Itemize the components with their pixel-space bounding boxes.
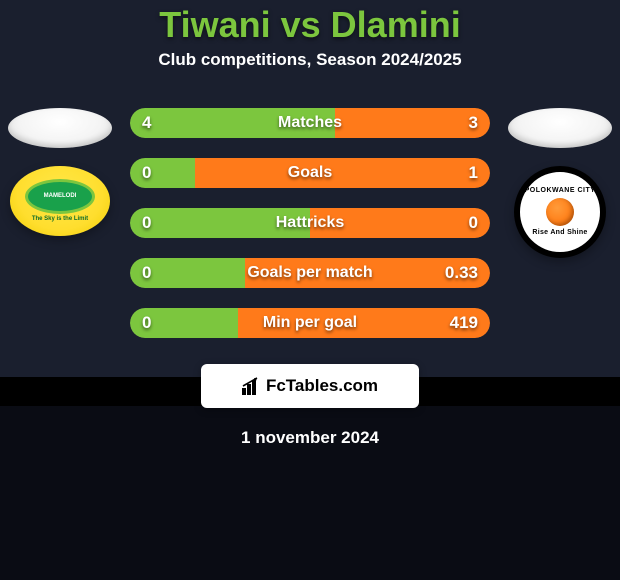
stat-row: 0 Hattricks 0 bbox=[130, 208, 490, 238]
stat-fill-right bbox=[335, 108, 490, 138]
stat-fill-left bbox=[130, 158, 195, 188]
stat-value-left: 4 bbox=[142, 113, 151, 133]
stat-label: Min per goal bbox=[263, 314, 357, 332]
comparison-card: Tiwani vs Dlamini Club competitions, Sea… bbox=[0, 0, 620, 448]
stat-label: Goals per match bbox=[247, 264, 372, 282]
bar-chart-icon bbox=[242, 377, 262, 395]
stat-value-left: 0 bbox=[142, 213, 151, 233]
brand-logo: FcTables.com bbox=[242, 376, 378, 396]
page-title: Tiwani vs Dlamini bbox=[0, 4, 620, 46]
stat-row: 0 Goals 1 bbox=[130, 158, 490, 188]
stat-row: 0 Min per goal 419 bbox=[130, 308, 490, 338]
right-club-bottom: Rise And Shine bbox=[532, 229, 587, 237]
brand-box[interactable]: FcTables.com bbox=[201, 364, 419, 408]
left-player-column: MAMELODI The Sky is the Limit bbox=[8, 108, 112, 236]
right-player-column: POLOKWANE CITY Rise And Shine bbox=[508, 108, 612, 258]
subtitle: Club competitions, Season 2024/2025 bbox=[0, 50, 620, 70]
left-player-avatar bbox=[8, 108, 112, 148]
stat-label: Goals bbox=[288, 164, 332, 182]
ball-icon bbox=[546, 198, 574, 226]
stat-value-left: 0 bbox=[142, 163, 151, 183]
right-club-top: POLOKWANE CITY bbox=[525, 187, 596, 195]
stat-label: Hattricks bbox=[276, 214, 344, 232]
stat-fill-right bbox=[195, 158, 490, 188]
stat-row: 4 Matches 3 bbox=[130, 108, 490, 138]
left-club-abbrev: MAMELODI bbox=[25, 179, 95, 214]
brand-text: FcTables.com bbox=[266, 376, 378, 396]
stat-value-right: 3 bbox=[469, 113, 478, 133]
stats-column: 4 Matches 3 0 Goals 1 0 Hattricks 0 0 Goals per ma… bbox=[130, 108, 490, 338]
stat-value-left: 0 bbox=[142, 313, 151, 333]
stat-value-right: 0 bbox=[469, 213, 478, 233]
main-row: MAMELODI The Sky is the Limit 4 Matches 3 0… bbox=[0, 108, 620, 338]
stat-value-right: 0.33 bbox=[445, 263, 478, 283]
stat-row: 0 Goals per match 0.33 bbox=[130, 258, 490, 288]
left-club-badge: MAMELODI The Sky is the Limit bbox=[10, 166, 110, 236]
date-line: 1 november 2024 bbox=[0, 428, 620, 448]
left-club-motto: The Sky is the Limit bbox=[32, 216, 88, 223]
right-club-badge: POLOKWANE CITY Rise And Shine bbox=[514, 166, 606, 258]
stat-value-right: 1 bbox=[469, 163, 478, 183]
right-player-avatar bbox=[508, 108, 612, 148]
stat-label: Matches bbox=[278, 114, 342, 132]
stat-value-right: 419 bbox=[450, 313, 478, 333]
stat-value-left: 0 bbox=[142, 263, 151, 283]
